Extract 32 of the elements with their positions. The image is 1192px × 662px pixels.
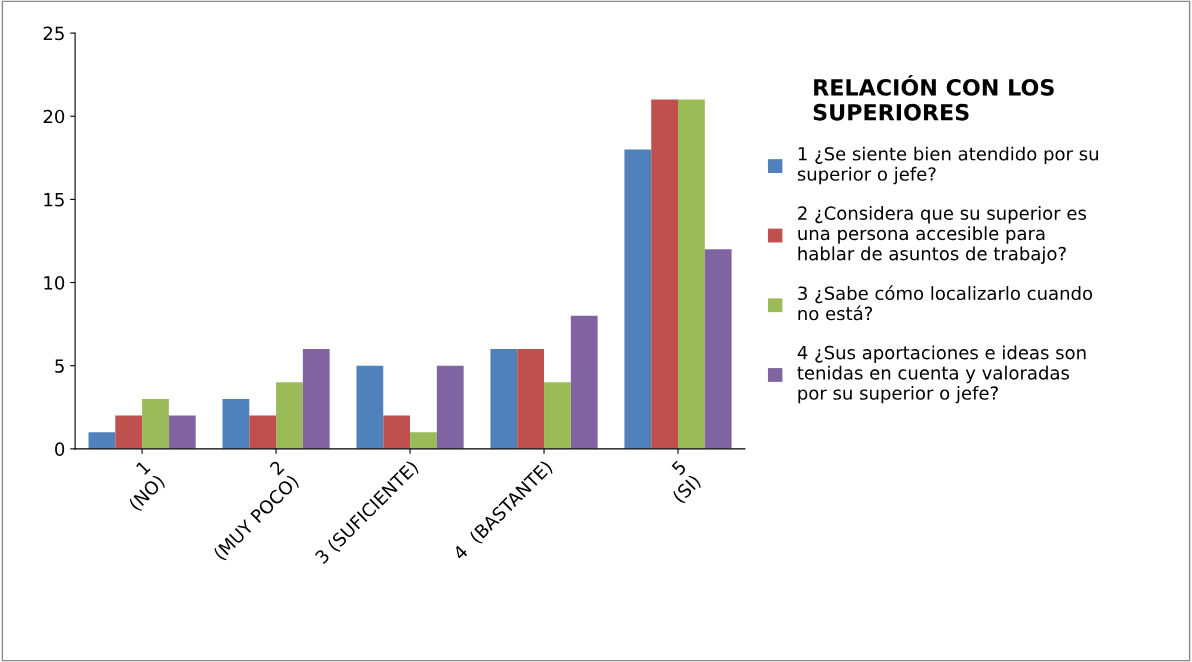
legend-label: 2 ¿Considera que su superior es una persona accesible para hablar de asuntos de trabajo? bbox=[798, 206, 1087, 264]
bar bbox=[436, 365, 464, 449]
bar bbox=[544, 382, 571, 449]
bar bbox=[570, 315, 598, 449]
bar bbox=[115, 415, 143, 449]
legend-title: RELACIÓN CON LOS SUPERIORES bbox=[813, 74, 1054, 121]
y-tick-label: 5 bbox=[55, 359, 64, 373]
legend-label: 3 ¿Sabe cómo localizarlo cuando no está? bbox=[798, 285, 1093, 321]
bar bbox=[651, 99, 679, 449]
bar bbox=[222, 398, 250, 449]
bar bbox=[624, 149, 652, 449]
bar bbox=[88, 432, 116, 449]
legend-label: 4 ¿Sus aportaciones e ideas son tenidas en cuenta y valoradas por su superior o jefe? bbox=[797, 345, 1086, 404]
bar bbox=[383, 415, 411, 449]
bar bbox=[704, 249, 732, 449]
bar bbox=[168, 415, 196, 449]
y-tick-label: 15 bbox=[44, 193, 64, 207]
bar bbox=[276, 382, 303, 449]
bar bbox=[517, 349, 545, 449]
bar bbox=[302, 349, 330, 449]
bar bbox=[142, 398, 169, 449]
y-tick-label: 10 bbox=[44, 276, 65, 290]
bar bbox=[410, 432, 437, 449]
bar bbox=[249, 415, 277, 449]
y-tick-label: 25 bbox=[43, 26, 64, 41]
x-tick-label: 5 (SI) bbox=[671, 460, 703, 505]
bar bbox=[490, 349, 518, 449]
y-tick-label: 20 bbox=[43, 109, 65, 124]
legend-label: 1 ¿Se siente bien atendido por su superior o jefe? bbox=[797, 146, 1098, 185]
y-tick-label: 0 bbox=[55, 442, 65, 456]
bar bbox=[678, 99, 705, 449]
bar bbox=[356, 365, 384, 449]
